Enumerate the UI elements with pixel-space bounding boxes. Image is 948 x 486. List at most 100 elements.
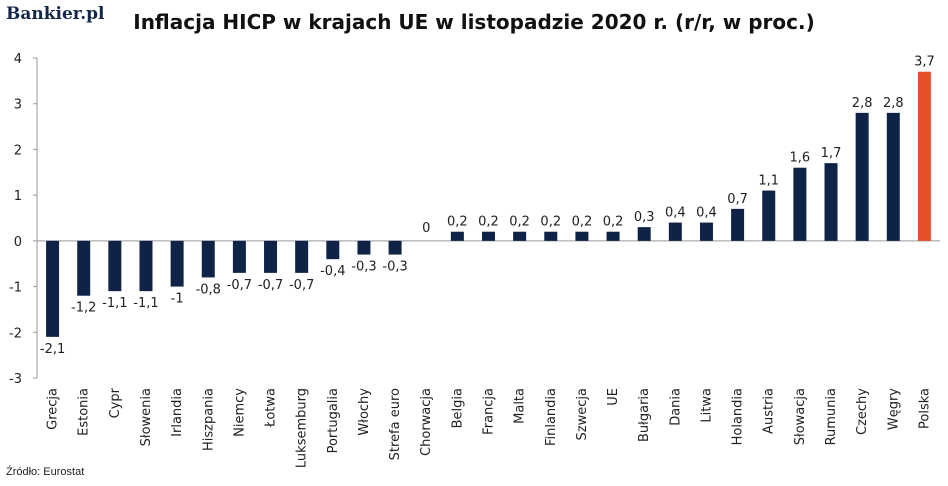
data-label-20: 0,3 [634,210,655,225]
bar-1 [46,240,60,337]
brand-logo: Bankier.pl [6,4,105,24]
category-label-18: Szwecja [575,388,590,440]
data-label-24: 1,1 [758,174,779,189]
category-label-11: Włochy [357,388,372,436]
category-label-25: Słowacja [793,388,808,445]
category-label-10: Portugalia [326,388,341,453]
bar-24 [762,190,776,241]
data-label-7: -0,7 [227,278,252,293]
data-label-3: -1,1 [102,296,127,311]
data-label-17: 0,2 [540,215,561,230]
data-label-14: 0,2 [447,215,468,230]
bar-8 [264,240,278,273]
bar-3 [108,240,122,292]
bar-7 [232,240,246,273]
bar-18 [575,231,589,241]
category-label-29: Polska [917,388,932,429]
chart-bars [46,71,931,337]
category-label-13: Chorwacja [419,388,434,456]
data-label-4: -1,1 [133,296,158,311]
bar-26 [824,163,838,241]
bar-2 [77,240,91,296]
bar-10 [326,240,340,260]
category-label-21: Dania [668,388,683,426]
data-label-5: -1 [171,292,184,307]
category-label-16: Malta [513,388,528,424]
data-label-10: -0,4 [320,264,345,279]
category-label-28: Węgry [886,388,901,430]
category-label-22: Litwa [699,388,714,423]
data-label-1: -2,1 [40,342,65,357]
data-label-26: 1,7 [821,146,842,161]
data-label-19: 0,2 [603,215,624,230]
category-label-17: Finlandia [544,388,559,446]
data-label-8: -0,7 [258,278,283,293]
category-label-8: Łotwa [264,388,279,428]
bar-14 [450,231,464,241]
bar-22 [699,222,713,241]
bar-28 [886,112,900,241]
bar-23 [731,208,745,241]
data-label-16: 0,2 [509,215,530,230]
data-label-21: 0,4 [665,206,686,221]
y-tick-label: 1 [14,189,22,204]
chart-axes: 4 3 2 1 0 -1 -2 -3 [9,52,940,387]
data-label-13: 0 [422,221,430,236]
category-label-23: Holandia [731,388,746,445]
data-label-2: -1,2 [71,301,96,316]
bar-15 [482,231,495,241]
bar-20 [637,227,651,241]
category-label-27: Czechy [855,388,870,435]
category-label-19: UE [606,388,621,406]
data-label-12: -0,3 [382,260,407,275]
category-label-4: Słowenia [139,388,154,446]
bar-9 [295,240,309,273]
y-tick-label: -2 [9,326,22,341]
y-tick-label: 4 [14,52,22,67]
data-label-29: 3,7 [914,55,935,70]
category-label-7: Niemcy [232,388,247,437]
bar-5 [170,240,184,287]
category-label-1: Grecja [46,388,61,430]
category-label-20: Bułgaria [637,388,652,442]
bar-29 [917,71,931,241]
bar-12 [388,240,402,255]
data-label-27: 2,8 [852,96,873,111]
bar-11 [357,240,371,255]
data-label-11: -0,3 [351,260,376,275]
data-label-18: 0,2 [572,215,593,230]
bar-6 [201,240,215,278]
data-label-6: -0,8 [196,282,221,297]
y-tick-label: 2 [14,143,22,158]
category-label-5: Irlandia [170,388,185,437]
data-label-28: 2,8 [883,96,904,111]
bar-21 [668,222,682,241]
data-label-22: 0,4 [696,206,717,221]
data-label-25: 1,6 [790,151,811,166]
category-label-24: Austria [762,388,777,434]
y-tick-label: -3 [9,372,22,387]
bar-25 [793,167,807,241]
bar-4 [139,240,153,292]
category-label-9: Luksemburg [295,388,310,468]
y-tick-label: -1 [9,281,22,296]
category-label-14: Belgia [450,388,465,428]
y-tick-label: 0 [14,235,22,250]
category-label-3: Cypr [108,387,123,418]
bar-17 [544,231,558,241]
chart-category-labels: Grecja Estonia Cypr Słowenia Irlandia Hiszpan… [46,387,933,468]
category-label-15: Francja [482,388,497,435]
category-label-6: Hiszpania [201,388,216,451]
chart-title: Inflacja HICP w krajach UE w listopadzie… [133,10,815,34]
bar-19 [606,231,620,241]
bar-27 [855,112,869,241]
chart-data-labels: -2,1 -1,2 -1,1 -1,1 -1 -0,8 -0,7 -0,7 -0,7 -0,4 -0… [40,55,935,357]
category-label-12: Strefa euro [388,388,403,460]
category-label-2: Estonia [77,388,92,436]
category-label-26: Rumunia [824,388,839,445]
source-note: Źródło: Eurostat [6,466,85,478]
bar-16 [513,231,527,241]
data-label-9: -0,7 [289,278,314,293]
data-label-23: 0,7 [727,192,748,207]
